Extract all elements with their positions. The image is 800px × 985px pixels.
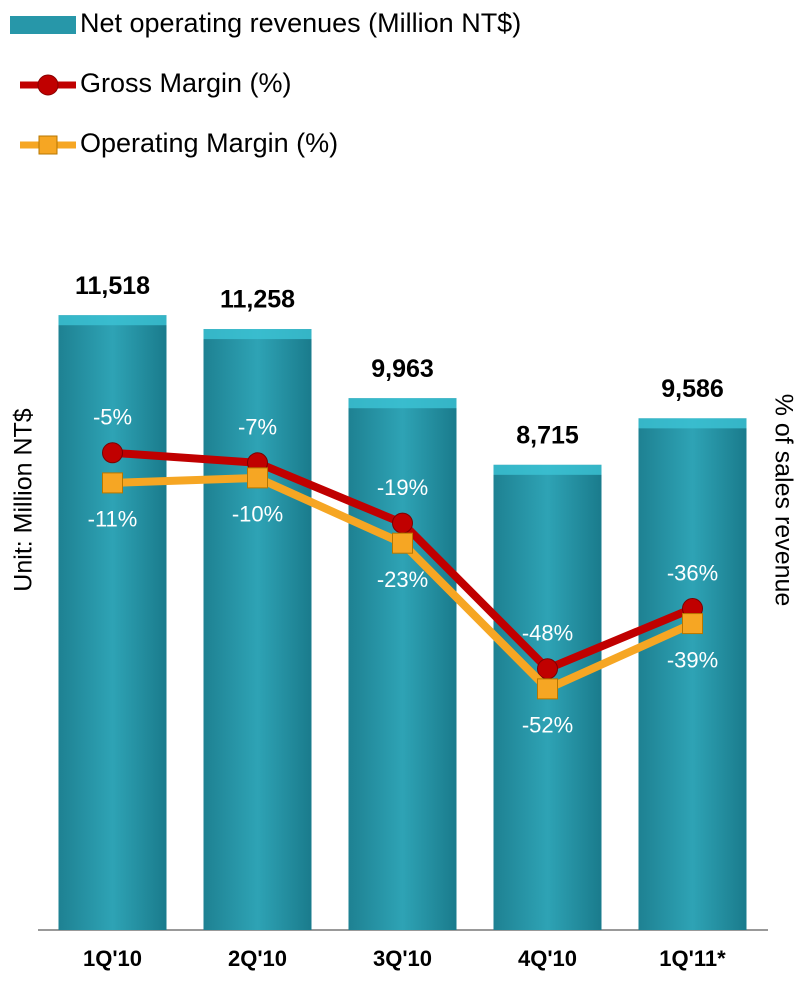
- bar: [203, 329, 312, 930]
- marker: [102, 472, 123, 494]
- legend-label: Gross Margin (%): [80, 68, 292, 98]
- legend-swatch: [10, 16, 76, 34]
- bar-cap: [493, 464, 602, 475]
- legend-label: Net operating revenues (Million NT$): [80, 8, 521, 38]
- bar-cap: [348, 398, 457, 409]
- marker: [537, 678, 558, 700]
- data-label: -11%: [88, 507, 138, 532]
- data-label: -48%: [522, 621, 573, 646]
- marker: [102, 442, 123, 464]
- data-label: 11,258: [220, 286, 295, 314]
- y2-axis-label: % of sales revenue: [769, 394, 797, 607]
- bar: [348, 398, 457, 931]
- x-tick-label: 1Q'11*: [659, 946, 726, 971]
- legend-label: Operating Margin (%): [80, 128, 338, 158]
- marker: [247, 467, 268, 489]
- bar-cap: [638, 418, 747, 429]
- data-label: -36%: [667, 560, 718, 585]
- data-label: 8,715: [516, 421, 579, 449]
- data-label: -10%: [232, 502, 283, 527]
- x-tick-label: 1Q'10: [83, 946, 142, 971]
- x-tick-label: 3Q'10: [373, 946, 432, 971]
- data-label: -7%: [238, 415, 277, 440]
- data-label: 11,518: [75, 272, 150, 300]
- marker: [392, 512, 413, 534]
- data-label: -39%: [667, 647, 718, 672]
- marker: [537, 658, 558, 680]
- x-tick-label: 4Q'10: [518, 946, 577, 971]
- bar: [58, 315, 167, 930]
- data-label: -5%: [93, 405, 132, 430]
- bar: [638, 418, 747, 930]
- bar-cap: [203, 329, 312, 340]
- y-axis-label: Unit: Million NT$: [10, 408, 38, 591]
- data-label: -52%: [522, 713, 573, 738]
- bar-cap: [58, 315, 167, 326]
- data-label: -23%: [377, 567, 428, 592]
- legend-marker: [37, 74, 59, 96]
- data-label: 9,963: [371, 355, 434, 383]
- marker: [682, 613, 703, 635]
- data-label: 9,586: [661, 375, 724, 403]
- marker: [392, 532, 413, 554]
- legend-marker: [38, 135, 58, 155]
- x-tick-label: 2Q'10: [228, 946, 287, 971]
- data-label: -19%: [377, 475, 428, 500]
